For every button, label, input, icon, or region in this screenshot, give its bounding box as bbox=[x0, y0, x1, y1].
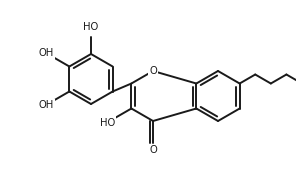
Text: HO: HO bbox=[83, 22, 99, 32]
Text: OH: OH bbox=[38, 48, 54, 58]
Text: OH: OH bbox=[38, 100, 54, 110]
Text: O: O bbox=[149, 66, 157, 76]
Text: O: O bbox=[149, 145, 157, 155]
Text: HO: HO bbox=[99, 117, 115, 127]
